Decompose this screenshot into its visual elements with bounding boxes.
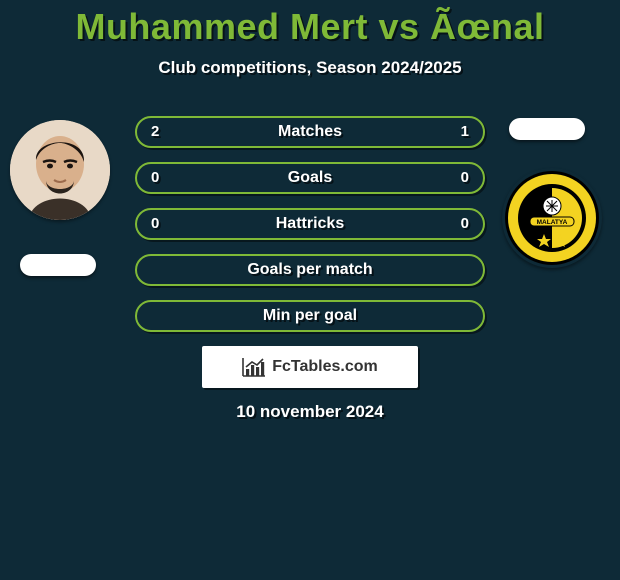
stat-label: Matches [137, 118, 483, 146]
date-text: 10 november 2024 [0, 402, 620, 422]
brand-badge: FcTables.com [202, 346, 418, 388]
player-right-flag-pill [509, 118, 585, 140]
stat-label: Hattricks [137, 210, 483, 238]
svg-text:MALATYA: MALATYA [537, 219, 568, 226]
stat-row-goals: 0 Goals 0 [135, 162, 485, 194]
club-crest-placeholder: MALATYA [502, 168, 602, 268]
player-right-club-badge: MALATYA [502, 168, 602, 268]
stat-label: Goals per match [137, 256, 483, 284]
stat-right-value: 1 [461, 118, 469, 146]
stat-right-value: 0 [461, 210, 469, 238]
player-left-avatar [10, 120, 110, 220]
brand-text: FcTables.com [272, 358, 378, 376]
stat-label: Min per goal [137, 302, 483, 330]
stat-row-min-per-goal: Min per goal [135, 300, 485, 332]
page-title: Muhammed Mert vs Ãœnal [0, 6, 620, 48]
player-left-flag-pill [20, 254, 96, 276]
stat-right-value: 0 [461, 164, 469, 192]
page-subtitle: Club competitions, Season 2024/2025 [0, 58, 620, 78]
stat-row-matches: 2 Matches 1 [135, 116, 485, 148]
stats-column: 2 Matches 1 0 Goals 0 0 Hattricks 0 Goal… [135, 116, 485, 332]
player-photo-placeholder [10, 120, 110, 220]
stat-label: Goals [137, 164, 483, 192]
bar-chart-icon [242, 357, 266, 377]
stat-row-goals-per-match: Goals per match [135, 254, 485, 286]
stat-row-hattricks: 0 Hattricks 0 [135, 208, 485, 240]
